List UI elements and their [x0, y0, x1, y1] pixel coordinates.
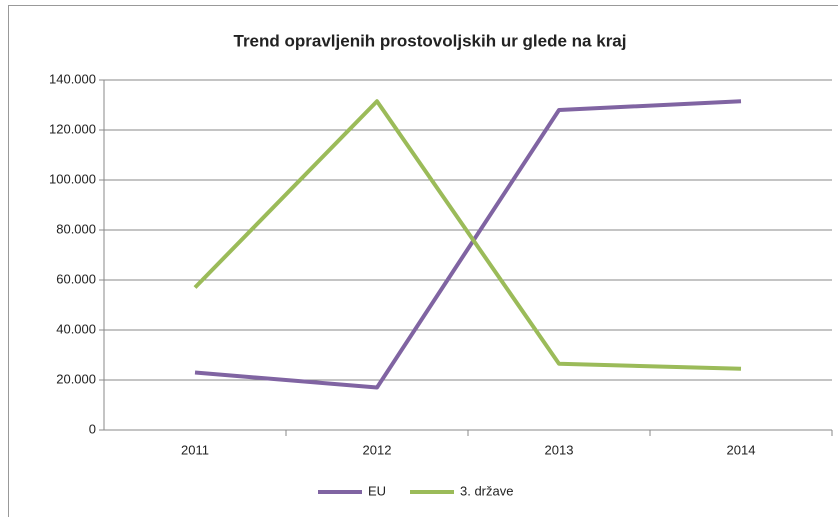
- y-tick-label: 20.000: [56, 371, 96, 386]
- y-tick-label: 140.000: [49, 71, 96, 86]
- x-tick-label: 2013: [545, 442, 574, 457]
- y-tick-label: 60.000: [56, 271, 96, 286]
- x-tick-label: 2014: [727, 442, 756, 457]
- y-tick-label: 100.000: [49, 171, 96, 186]
- y-tick-label: 0: [89, 421, 96, 436]
- y-tick-label: 40.000: [56, 321, 96, 336]
- chart-border: [8, 5, 838, 517]
- data-line: [193, 99, 742, 371]
- x-tick-label: 2011: [181, 442, 209, 457]
- data-line: [194, 99, 742, 390]
- x-tick-label: 2012: [363, 442, 392, 457]
- legend-label: EU: [368, 483, 386, 498]
- y-tick-label: 120.000: [49, 121, 96, 136]
- legend-label: 3. države: [460, 483, 513, 498]
- chart-title: Trend opravljenih prostovoljskih ur gled…: [234, 31, 627, 50]
- y-tick-label: 80.000: [56, 221, 96, 236]
